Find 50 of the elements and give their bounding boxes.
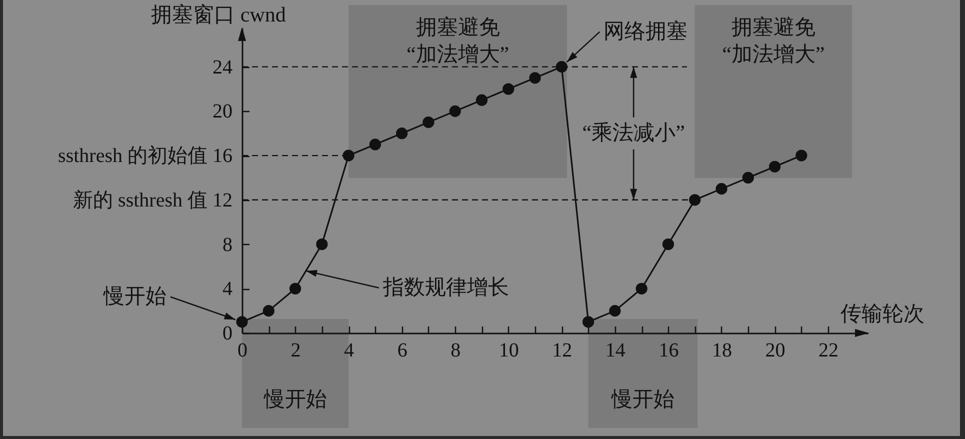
- point: [662, 238, 674, 250]
- band-label: 慢开始: [610, 387, 674, 411]
- point: [422, 116, 434, 128]
- x-axis-title: 传输轮次: [840, 302, 924, 326]
- point: [502, 83, 514, 95]
- x-tick-label: 20: [765, 340, 786, 362]
- y-tick-label: 24: [212, 56, 232, 78]
- x-tick-label: 10: [498, 340, 519, 362]
- point: [289, 282, 302, 294]
- x-tick-label: 18: [712, 340, 732, 362]
- point: [556, 61, 568, 73]
- annotation: 指数规律增长: [382, 274, 509, 299]
- point: [342, 150, 354, 162]
- x-tick-label: 6: [397, 340, 408, 362]
- y-tick-label: 8: [222, 234, 232, 256]
- point: [316, 238, 328, 250]
- y-axis-title: 拥塞窗口 cwnd: [151, 2, 286, 26]
- x-tick-label: 4: [344, 340, 354, 362]
- point: [716, 183, 728, 195]
- point: [582, 316, 594, 328]
- point: [262, 305, 274, 317]
- band-label: 拥塞避免 “加法增大”: [722, 15, 825, 66]
- band-label: 拥塞避免 “加法增大”: [406, 15, 510, 66]
- y-tick-label: 0: [222, 322, 232, 344]
- annotation: 慢开始: [102, 284, 166, 308]
- point: [449, 105, 461, 117]
- annotation: “乘法减小”: [582, 120, 685, 144]
- y-tick-label: 4: [222, 278, 232, 300]
- x-tick-label: 16: [658, 340, 679, 362]
- point: [796, 150, 808, 162]
- point: [529, 72, 541, 84]
- y-tick-label: ssthresh 的初始值 16: [58, 145, 232, 168]
- x-tick-label: 14: [605, 340, 626, 362]
- point: [369, 138, 381, 150]
- point: [768, 160, 781, 172]
- x-tick-label: 2: [290, 340, 301, 362]
- annotation: 网络拥塞: [604, 18, 688, 43]
- y-tick-label: 新的 ssthresh 值 12: [73, 189, 232, 212]
- point: [396, 128, 408, 140]
- point: [609, 305, 621, 317]
- x-tick-label: 8: [450, 340, 461, 362]
- point: [636, 282, 648, 294]
- y-tick-label: 20: [212, 100, 232, 123]
- point: [689, 194, 701, 206]
- x-tick-label: 12: [552, 340, 572, 362]
- x-tick-label: 0: [238, 340, 248, 362]
- band-label: 慢开始: [262, 387, 327, 411]
- point: [476, 94, 488, 106]
- x-tick-label: 22: [818, 340, 839, 362]
- point: [742, 172, 754, 184]
